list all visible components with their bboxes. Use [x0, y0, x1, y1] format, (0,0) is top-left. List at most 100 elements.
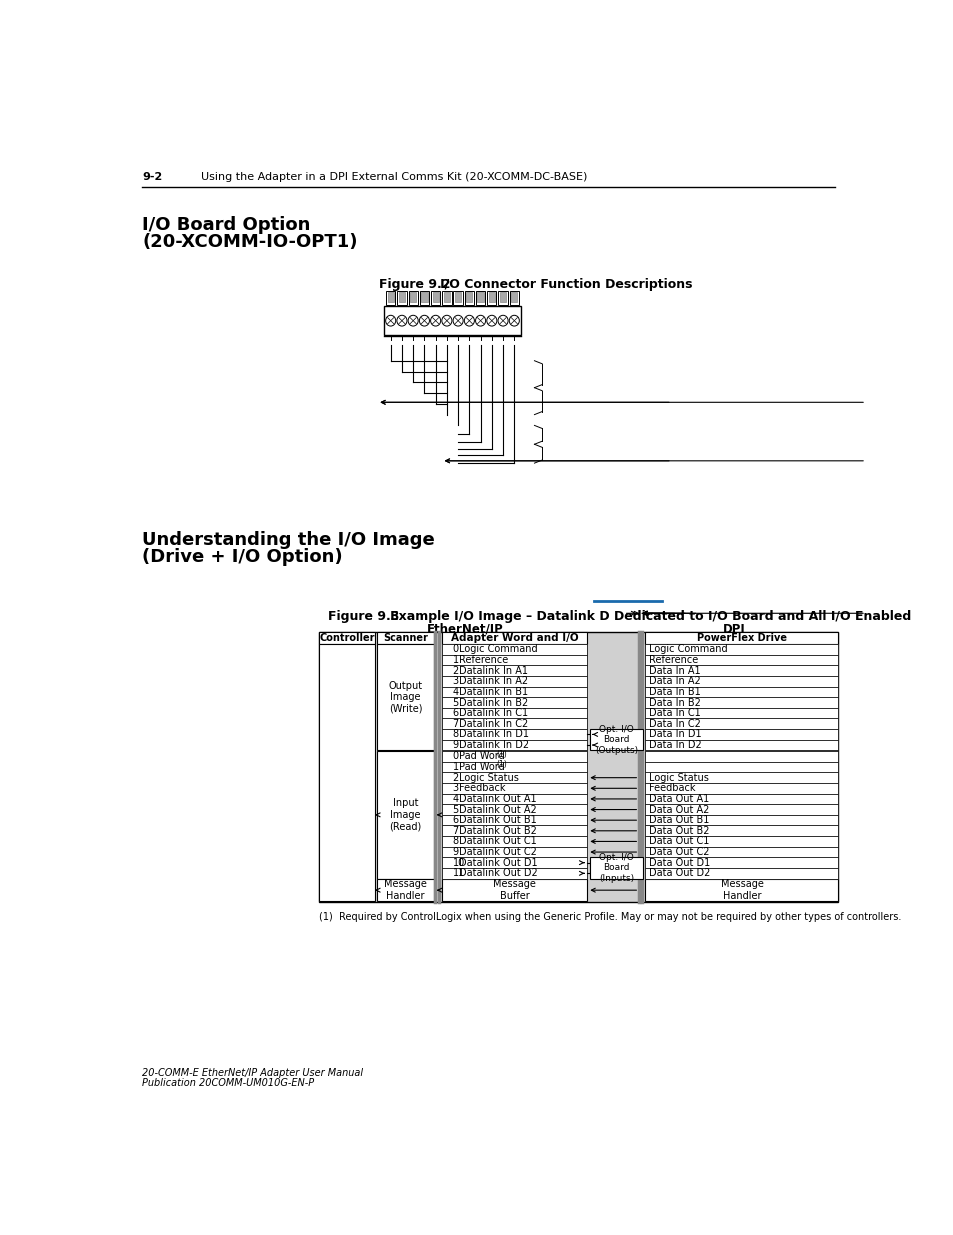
Bar — [441, 868, 587, 878]
Bar — [441, 729, 587, 740]
Text: Data In C1: Data In C1 — [648, 708, 700, 718]
Bar — [443, 293, 450, 303]
Bar — [645, 751, 838, 762]
Text: (1): (1) — [496, 761, 506, 769]
Text: Message
Handler: Message Handler — [720, 879, 762, 902]
Bar — [589, 857, 642, 878]
Text: Reference: Reference — [648, 655, 697, 664]
Bar — [645, 687, 838, 698]
Text: Controller: Controller — [319, 632, 375, 643]
Bar — [645, 740, 838, 751]
Ellipse shape — [453, 315, 462, 326]
Text: Example I/O Image – Datalink D Dedicated to I/O Board and All I/O Enabled: Example I/O Image – Datalink D Dedicated… — [376, 610, 910, 624]
Text: 6: 6 — [452, 815, 458, 825]
Bar — [442, 290, 451, 305]
Text: 10: 10 — [452, 857, 464, 868]
Text: 3: 3 — [452, 783, 458, 793]
Text: Output
Image
(Write): Output Image (Write) — [388, 680, 422, 714]
Bar — [453, 290, 462, 305]
Bar — [441, 751, 587, 878]
Ellipse shape — [486, 315, 497, 326]
Text: Data In D1: Data In D1 — [648, 730, 700, 740]
Bar — [589, 729, 642, 751]
Bar — [645, 719, 838, 729]
Text: 9-2: 9-2 — [142, 173, 163, 183]
Bar — [645, 632, 838, 645]
Text: Datalink In D2: Datalink In D2 — [458, 740, 528, 750]
Bar — [645, 645, 838, 751]
Text: 0: 0 — [452, 751, 458, 762]
Text: (20-XCOMM-IO-OPT1): (20-XCOMM-IO-OPT1) — [142, 233, 357, 251]
Text: Data Out B2: Data Out B2 — [648, 826, 708, 836]
Bar — [645, 794, 838, 804]
Bar — [319, 645, 375, 902]
Text: I/O Connector Function Descriptions: I/O Connector Function Descriptions — [427, 278, 692, 290]
Bar — [645, 815, 838, 825]
Text: Message
Handler: Message Handler — [384, 879, 427, 902]
Bar — [499, 293, 506, 303]
Text: Opt. I/O
Board
(Outputs): Opt. I/O Board (Outputs) — [595, 725, 638, 755]
Text: Datalink Out C1: Datalink Out C1 — [458, 836, 536, 846]
Text: Adapter Word and I/O: Adapter Word and I/O — [450, 632, 578, 643]
Text: 4: 4 — [452, 794, 458, 804]
Text: Understanding the I/O Image: Understanding the I/O Image — [142, 531, 435, 548]
Text: Datalink Out D2: Datalink Out D2 — [458, 868, 537, 878]
Text: Logic Status: Logic Status — [458, 773, 518, 783]
Text: Logic Status: Logic Status — [648, 773, 708, 783]
Bar — [441, 676, 587, 687]
Text: Data Out C1: Data Out C1 — [648, 836, 708, 846]
Text: (Drive + I/O Option): (Drive + I/O Option) — [142, 548, 343, 566]
Bar — [319, 632, 838, 903]
Bar — [645, 676, 838, 687]
Bar — [645, 868, 838, 878]
Text: EtherNet/IP: EtherNet/IP — [426, 622, 503, 636]
Bar — [432, 293, 438, 303]
Bar — [645, 762, 838, 772]
Bar — [408, 290, 417, 305]
Bar — [645, 666, 838, 676]
Bar — [419, 290, 429, 305]
Ellipse shape — [497, 315, 508, 326]
Text: Data In B1: Data In B1 — [648, 687, 700, 697]
Bar — [477, 293, 483, 303]
Bar — [441, 762, 587, 772]
Text: Datalink In B2: Datalink In B2 — [458, 698, 527, 708]
Text: Feedback: Feedback — [458, 783, 505, 793]
Bar — [441, 655, 587, 666]
Text: Opt. I/O
Board
(Inputs): Opt. I/O Board (Inputs) — [598, 853, 634, 883]
Text: DPI: DPI — [722, 622, 745, 636]
Bar — [410, 293, 416, 303]
Bar — [645, 772, 838, 783]
Bar — [645, 655, 838, 666]
Bar — [645, 698, 838, 708]
Text: (1): (1) — [496, 750, 506, 758]
Text: Data Out A1: Data Out A1 — [648, 794, 708, 804]
Text: 2: 2 — [452, 666, 458, 676]
Bar — [441, 666, 587, 676]
Text: Datalink Out D1: Datalink Out D1 — [458, 857, 537, 868]
Bar — [398, 293, 405, 303]
Text: Datalink In C1: Datalink In C1 — [458, 708, 527, 718]
Bar — [441, 825, 587, 836]
Text: 4: 4 — [452, 687, 458, 697]
Text: 20-COMM-E EtherNet/IP Adapter User Manual: 20-COMM-E EtherNet/IP Adapter User Manua… — [142, 1068, 363, 1078]
Bar — [645, 645, 838, 655]
Bar — [645, 879, 838, 902]
Text: Datalink In B1: Datalink In B1 — [458, 687, 527, 697]
Ellipse shape — [430, 315, 440, 326]
Text: Data In A2: Data In A2 — [648, 677, 700, 687]
Text: Logic Command: Logic Command — [458, 645, 537, 655]
Text: 1: 1 — [452, 655, 458, 664]
Ellipse shape — [408, 315, 417, 326]
Ellipse shape — [475, 315, 485, 326]
Text: 9: 9 — [452, 740, 458, 750]
Bar — [488, 293, 495, 303]
Text: Scanner: Scanner — [383, 632, 428, 643]
Ellipse shape — [441, 315, 452, 326]
Text: Data Out B1: Data Out B1 — [648, 815, 708, 825]
Text: 2: 2 — [452, 773, 458, 783]
Bar — [509, 290, 518, 305]
Bar — [441, 847, 587, 857]
Bar — [464, 290, 474, 305]
Text: 8: 8 — [452, 730, 458, 740]
